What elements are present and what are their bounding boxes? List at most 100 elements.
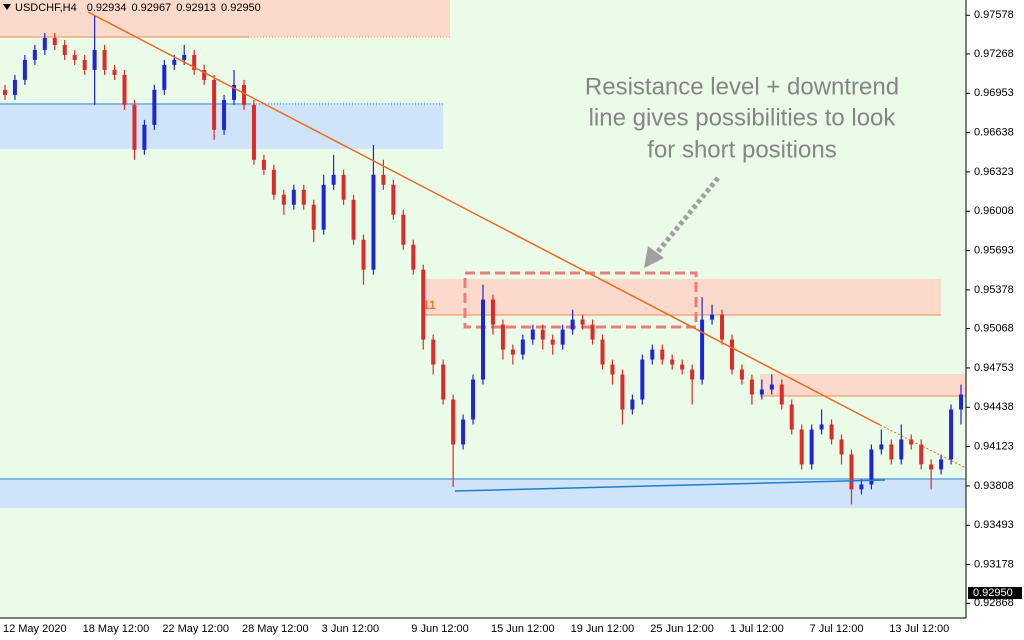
candle-body — [152, 89, 157, 125]
candle-body — [789, 404, 794, 430]
symbol: USDCHF,H4 — [15, 2, 77, 14]
x-tick-label: 22 May 12:00 — [162, 623, 229, 635]
candle-body — [52, 37, 57, 45]
candle-body — [829, 424, 834, 440]
candle-body — [251, 104, 256, 160]
candle-body — [640, 359, 645, 400]
candle-body — [481, 299, 485, 380]
candle-body — [421, 269, 426, 340]
resistance-zone — [0, 0, 450, 37]
header-value: 0.92934 — [87, 2, 127, 14]
candle-body — [959, 394, 964, 410]
y-tick-label: 0.94123 — [974, 440, 1014, 452]
candle-body — [291, 189, 296, 205]
candle-body — [102, 49, 107, 70]
candle-body — [451, 399, 456, 445]
y-tick-label: 0.96008 — [974, 205, 1014, 217]
candle-body — [62, 44, 67, 55]
annotation-line: for short positions — [647, 136, 836, 163]
candle-body — [311, 204, 316, 230]
support-zone — [0, 103, 443, 149]
candles — [2, 14, 964, 505]
y-tick-label: 0.96323 — [974, 166, 1014, 178]
x-tick-label: 9 Jun 12:00 — [411, 623, 469, 635]
candle-body — [232, 84, 237, 100]
candle-body — [570, 319, 575, 330]
x-tick-label: 3 Jun 12:00 — [322, 623, 380, 635]
candle-body — [241, 84, 246, 105]
x-tick-label: 15 Jun 12:00 — [491, 623, 555, 635]
candle-body — [301, 189, 306, 205]
annotation: Resistance level + downtrend line gives … — [585, 73, 899, 163]
candle-body — [620, 374, 625, 410]
candle-body — [720, 314, 725, 340]
price-axis-background — [966, 0, 1024, 640]
y-tick-label: 0.95693 — [974, 244, 1014, 256]
y-tick-label: 0.97268 — [974, 48, 1014, 60]
candle-body — [142, 124, 147, 150]
candle-body — [112, 69, 117, 75]
x-tick-label: 18 May 12:00 — [83, 623, 150, 635]
candle-body — [819, 424, 824, 430]
annotation-line: Resistance level + downtrend — [585, 73, 899, 100]
candle-body — [132, 104, 137, 150]
y-tick-label: 0.92868 — [974, 597, 1014, 609]
y-tick-label: 0.96953 — [974, 87, 1014, 99]
candle-body — [650, 349, 655, 360]
candle-body — [172, 59, 177, 65]
candle-body — [122, 74, 127, 105]
candle-body — [321, 184, 326, 230]
candle-body — [600, 339, 605, 365]
candle-body — [42, 37, 47, 50]
resistance-zone — [760, 374, 966, 396]
candle-body — [540, 329, 545, 340]
candle-body — [212, 79, 217, 130]
candle-body — [889, 444, 894, 460]
candle-body — [630, 399, 635, 410]
x-tick-label: 13 Jul 12:00 — [889, 623, 949, 635]
candle-body — [799, 429, 804, 465]
candle-body — [660, 349, 665, 360]
candle-body — [371, 174, 376, 270]
candle-body — [610, 364, 615, 375]
candle-body — [22, 59, 27, 80]
candle-body — [759, 389, 764, 395]
candle-body — [779, 384, 784, 405]
candle-body — [909, 439, 914, 445]
y-tick-label: 0.97578 — [974, 9, 1014, 21]
candle-body — [192, 54, 197, 70]
candle-body — [271, 169, 276, 195]
candle-body — [281, 194, 286, 205]
highlight-box — [463, 271, 698, 329]
time-axis-background — [0, 618, 966, 640]
candle-body — [849, 454, 854, 490]
y-tick-label: 0.94438 — [974, 401, 1014, 413]
candle-body — [809, 429, 814, 465]
downtrend-line — [87, 11, 881, 426]
candle-body — [162, 64, 167, 90]
candle-body — [869, 449, 874, 485]
candle-body — [261, 159, 266, 170]
y-tick-label: 0.93808 — [974, 480, 1014, 492]
x-tick-label: 25 Jun 12:00 — [650, 623, 714, 635]
x-tick-label: 19 Jun 12:00 — [571, 623, 635, 635]
candle-body — [391, 184, 396, 215]
candle-body — [690, 369, 695, 380]
candle-body — [550, 339, 555, 345]
drawings: 11 — [0, 0, 966, 508]
last-price-box — [968, 587, 1022, 600]
x-tick-label: 1 Jul 12:00 — [730, 623, 784, 635]
header-value: 0.92913 — [176, 2, 216, 14]
candle-body — [381, 174, 386, 185]
candle-body — [500, 324, 505, 350]
candle-body — [510, 349, 515, 355]
candle-body — [590, 324, 595, 340]
candle-body — [680, 364, 685, 370]
candle-body — [769, 384, 774, 390]
candle-body — [859, 484, 864, 490]
y-tick-label: 0.95068 — [974, 323, 1014, 335]
candle-body — [530, 329, 535, 340]
downtrend-extension — [879, 424, 967, 469]
candle-body — [461, 419, 466, 445]
